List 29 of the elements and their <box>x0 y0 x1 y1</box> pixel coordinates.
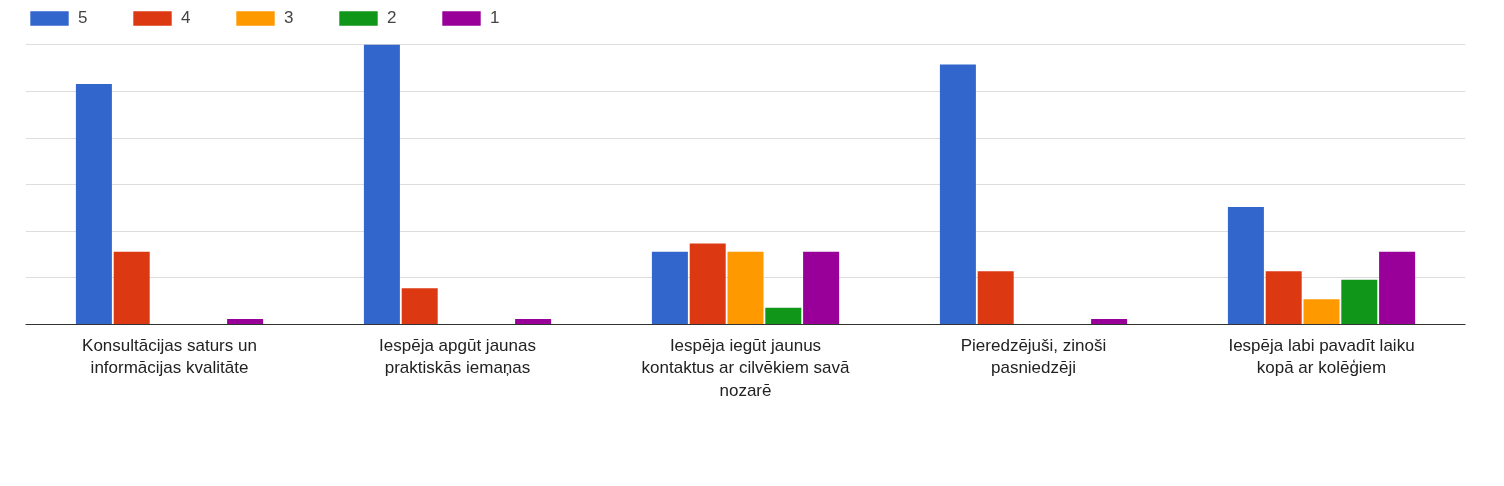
bar <box>1379 251 1416 325</box>
bar <box>651 251 688 325</box>
bar <box>803 251 840 325</box>
bar <box>1091 318 1128 325</box>
legend-label: 1 <box>490 8 501 28</box>
x-tick-label: Pieredzējuši, zinoši pasniedzēji <box>960 335 1107 378</box>
bar <box>1265 271 1302 325</box>
bar <box>727 251 764 325</box>
bar <box>75 84 112 325</box>
bar <box>1227 207 1264 325</box>
legend-label: 4 <box>181 8 192 28</box>
x-tick-label: Konsultācijas saturs un informācijas kvalitāte <box>82 335 257 378</box>
bar <box>113 251 150 325</box>
bar <box>977 271 1014 325</box>
bar <box>1341 279 1378 325</box>
x-tick-label: Iespēja iegūt jaunus kontaktus ar cilvēkiem savā nozarē <box>641 335 850 401</box>
x-tick-label: Iespēja apgūt jaunas praktiskās iemaņas <box>379 335 536 378</box>
bar <box>363 44 400 325</box>
bar <box>689 243 726 325</box>
x-tick-label: Iespēja labi pavadīt laiku kopā ar kolēģiem <box>1228 335 1415 378</box>
bar <box>765 307 802 325</box>
legend-label: 3 <box>284 8 295 28</box>
bar <box>939 64 976 325</box>
legend-label: 5 <box>78 8 89 28</box>
legend-label: 2 <box>387 8 398 28</box>
bar <box>401 288 438 325</box>
bar <box>1303 299 1340 325</box>
bar <box>227 318 264 325</box>
bar <box>515 318 552 325</box>
